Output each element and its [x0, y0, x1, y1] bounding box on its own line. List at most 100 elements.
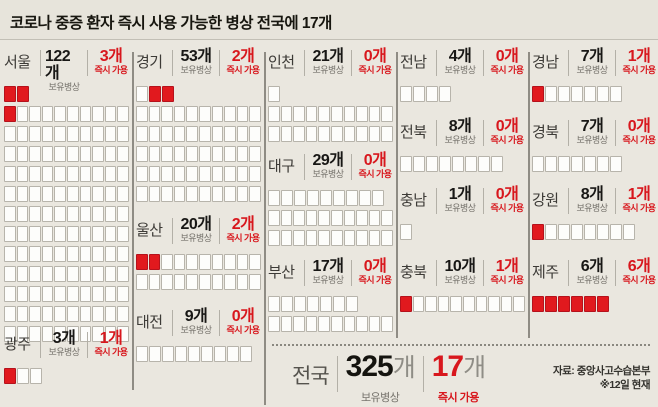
bed-row [4, 106, 130, 122]
bed-row [4, 146, 130, 162]
bed-row [532, 296, 658, 312]
region-available-value: 0개 [495, 186, 519, 203]
bed-cell-occupied [54, 106, 66, 122]
header-separator [436, 260, 437, 286]
column-divider [264, 52, 266, 405]
bed-cell-occupied [136, 186, 148, 202]
bed-cell-occupied [41, 106, 54, 122]
bed-cell-occupied [491, 156, 503, 172]
bed-cell-occupied [117, 266, 129, 282]
bed-cell-occupied [66, 266, 79, 282]
bed-cell-occupied [227, 346, 239, 362]
bed-cell-occupied [240, 346, 252, 362]
region-available-value: 1개 [627, 48, 651, 65]
region-total-label: 보유병상 [312, 169, 344, 179]
bed-cell-available [532, 296, 544, 312]
region-total-stat: 8개 보유병상 [573, 186, 611, 214]
bed-cell-occupied [439, 156, 451, 172]
bed-cell-occupied [16, 286, 29, 302]
national-available-value: 17 [431, 350, 464, 383]
region-available-label: 즉시 가용 [490, 65, 524, 75]
national-available-label: 즉시 가용 [437, 392, 480, 404]
bed-cell-occupied [545, 156, 557, 172]
bed-cell-occupied [623, 224, 635, 240]
region-jeonbuk: 전북 8개 보유병상 0개 즉시 가용 [400, 118, 526, 176]
region-total-stat: 1개 보유병상 [441, 186, 479, 214]
bed-cell-occupied [4, 246, 16, 262]
bed-cell-occupied [532, 156, 544, 172]
bed-grid [532, 296, 658, 312]
region-header: 강원 8개 보유병상 1개 즉시 가용 [532, 186, 658, 220]
region-total-label: 보유병상 [444, 275, 476, 285]
bed-cell-occupied [368, 126, 381, 142]
region-total-label: 보유병상 [444, 65, 476, 75]
bed-cell-occupied [41, 286, 54, 302]
bed-cell-occupied [41, 126, 54, 142]
region-gyeongnam: 경남 7개 보유병상 1개 즉시 가용 [532, 48, 658, 106]
region-available-value: 0개 [495, 48, 519, 65]
bed-row [268, 210, 394, 226]
bed-cell-occupied [330, 106, 343, 122]
region-header: 광주 3개 보유병상 1개 즉시 가용 [4, 330, 130, 364]
bed-cell-available [4, 106, 16, 122]
bed-cell-occupied [41, 246, 54, 262]
source-line-2: ※12일 현재 [599, 379, 651, 391]
bed-cell-occupied [236, 274, 249, 290]
region-jeju: 제주 6개 보유병상 6개 즉시 가용 [532, 258, 658, 316]
bed-cell-occupied [104, 146, 117, 162]
bed-grid [136, 346, 262, 362]
header-separator [351, 154, 352, 180]
bed-cell-occupied [545, 86, 557, 102]
bed-cell-occupied [465, 156, 477, 172]
bed-cell-occupied [41, 326, 54, 342]
bed-cell-occupied [224, 166, 236, 182]
bed-row [4, 266, 130, 282]
region-total-value: 6개 [580, 258, 604, 275]
bed-cell-occupied [318, 230, 330, 246]
header-separator [436, 188, 437, 214]
bed-cell-occupied [29, 246, 41, 262]
bed-cell-occupied [16, 246, 29, 262]
region-available-value: 0개 [627, 118, 651, 135]
bed-cell-occupied [413, 156, 425, 172]
region-total-value: 17개 [312, 258, 344, 275]
bed-cell-occupied [4, 306, 16, 322]
header-separator [422, 356, 424, 392]
region-available-label: 즉시 가용 [622, 275, 656, 285]
bed-cell-occupied [186, 274, 198, 290]
region-available-label: 즉시 가용 [490, 275, 524, 285]
bed-row [4, 306, 130, 322]
region-available-label: 즉시 가용 [490, 135, 524, 145]
bed-cell-occupied [280, 230, 293, 246]
bed-cell-occupied [584, 224, 596, 240]
bed-grid [532, 156, 658, 172]
bed-cell-occupied [281, 190, 293, 206]
bed-cell-occupied [4, 166, 16, 182]
bed-cell-occupied [305, 210, 318, 226]
bed-cell-occupied [368, 210, 381, 226]
header-separator [172, 310, 173, 336]
region-chungnam: 충남 1개 보유병상 0개 즉시 가용 [400, 186, 526, 244]
header-separator [304, 50, 305, 76]
region-name: 경기 [136, 54, 163, 71]
region-available-value: 0개 [363, 48, 387, 65]
bed-cell-occupied [437, 296, 450, 312]
bed-cell-occupied [41, 226, 54, 242]
bed-row [136, 106, 262, 122]
bed-cell-occupied [92, 266, 104, 282]
region-total-value: 1개 [448, 186, 472, 203]
bed-cell-occupied [318, 316, 330, 332]
bed-cell-occupied [224, 274, 236, 290]
region-total-stat: 20개 보유병상 [177, 216, 215, 244]
bed-cell-occupied [198, 186, 211, 202]
bed-cell-occupied [117, 286, 129, 302]
bed-cell-occupied [211, 254, 224, 270]
region-total-stat: 6개 보유병상 [573, 258, 611, 286]
bed-cell-occupied [186, 254, 198, 270]
bed-cell-occupied [224, 146, 236, 162]
bed-cell-occupied [4, 226, 16, 242]
bed-cell-occupied [293, 230, 305, 246]
bed-grid [268, 86, 394, 142]
region-gyeonggi: 경기 53개 보유병상 2개 즉시 가용 [136, 48, 262, 206]
region-total-stat: 122개 보유병상 [45, 48, 83, 93]
